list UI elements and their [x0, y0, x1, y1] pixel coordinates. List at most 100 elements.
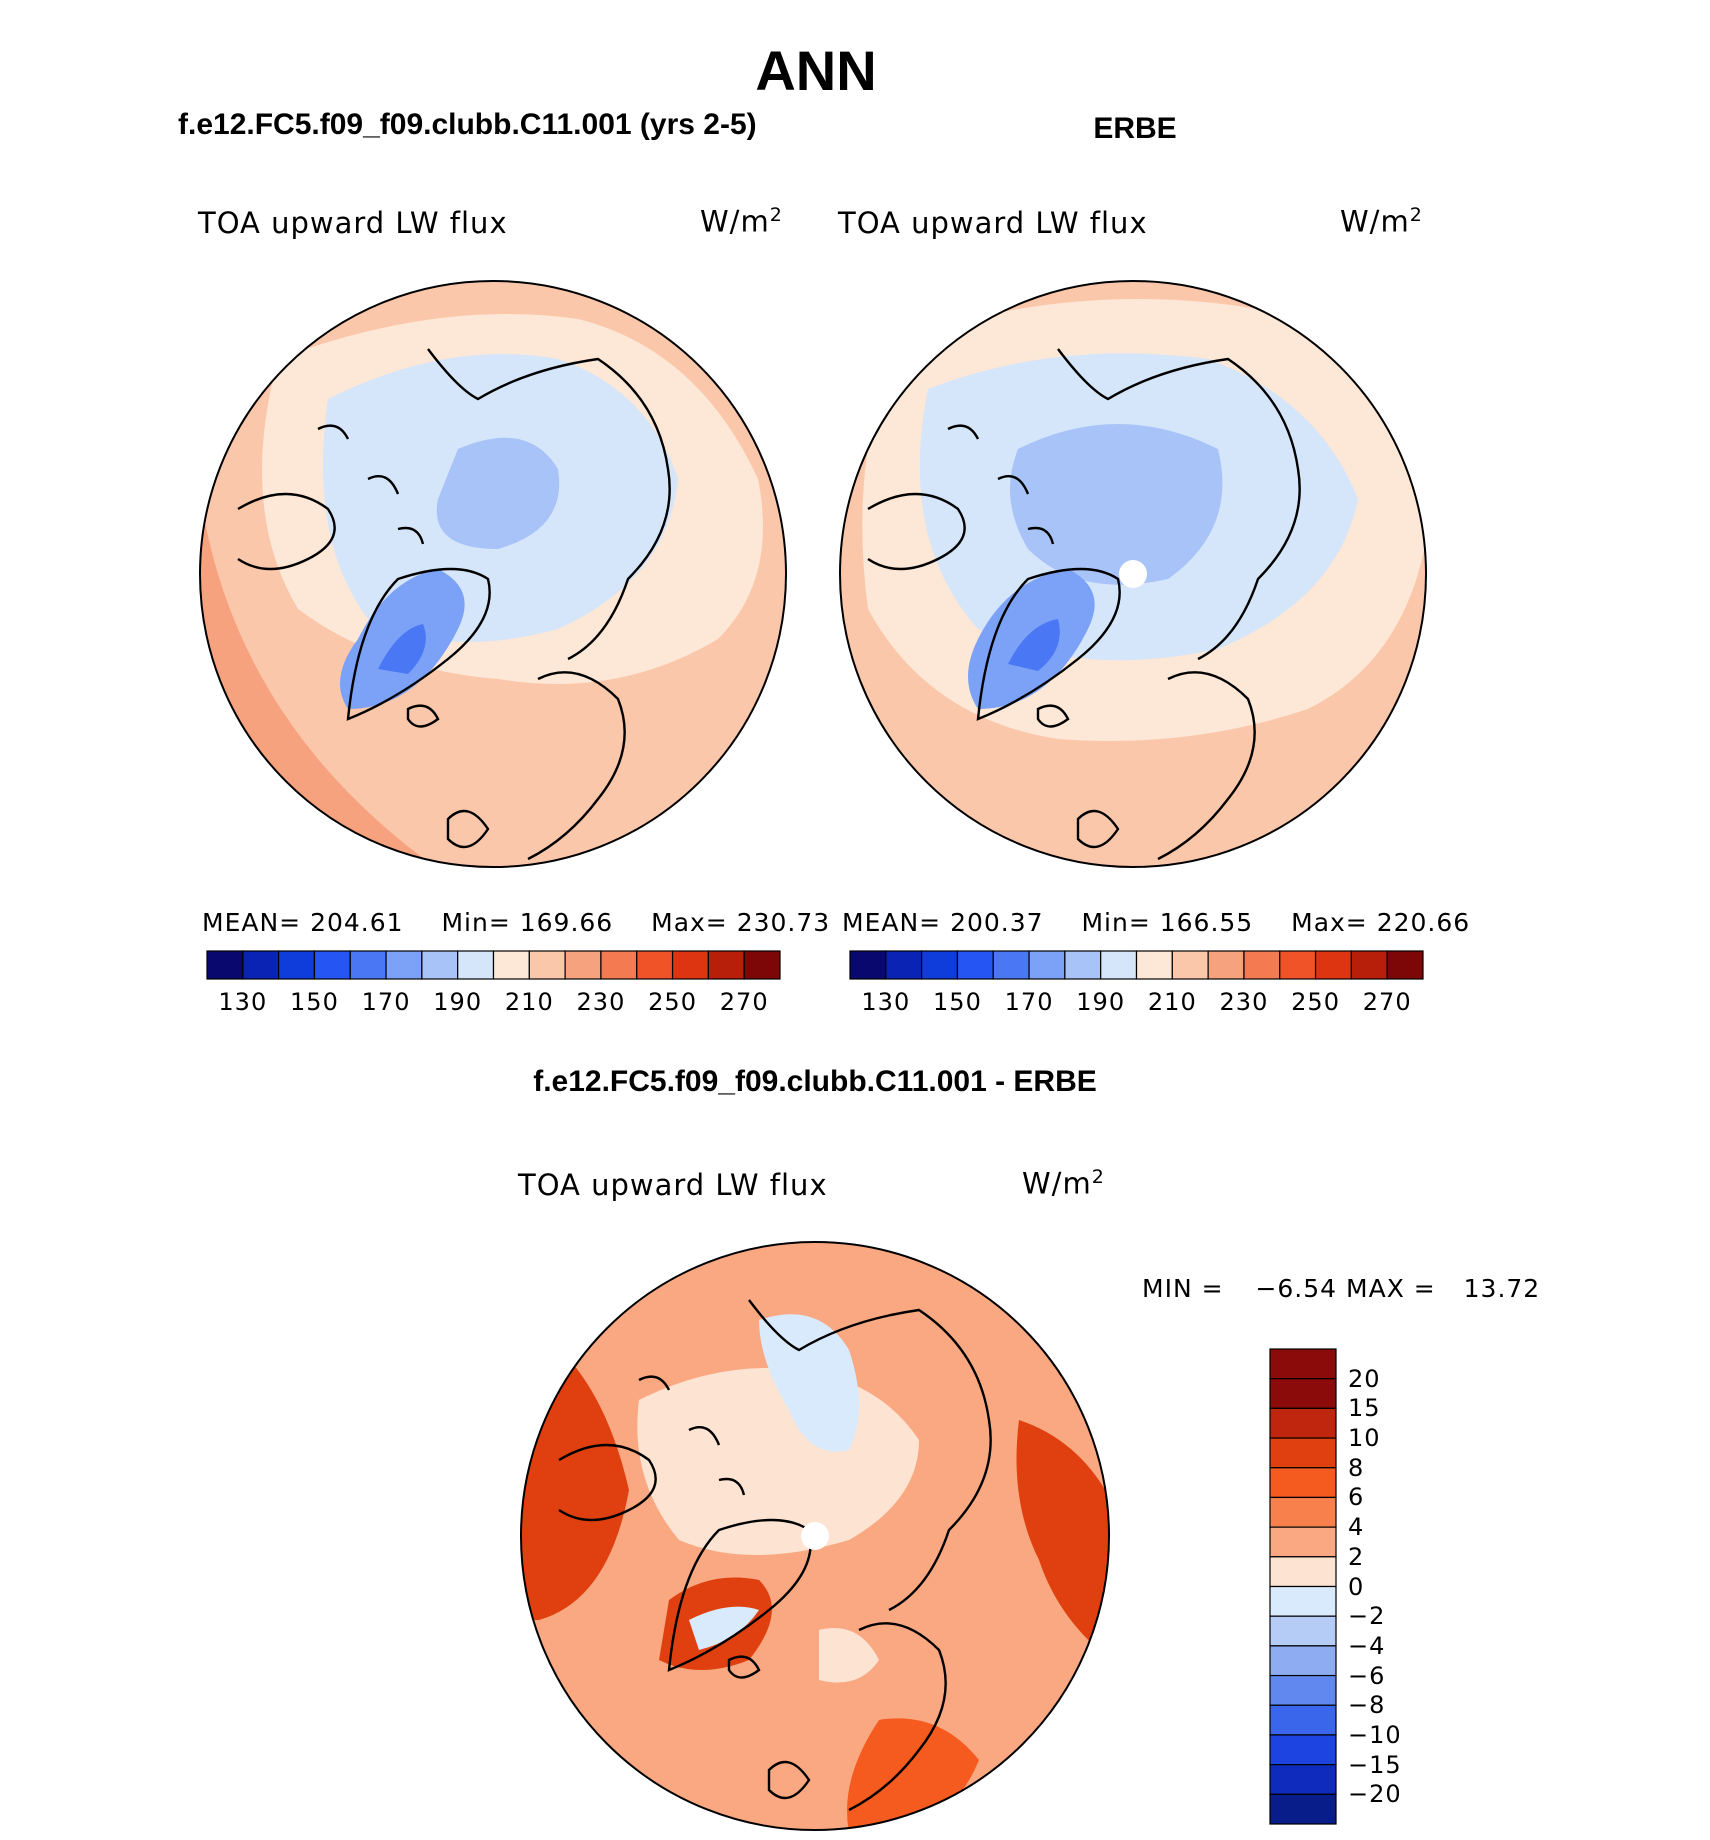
diff-colorbar-box [1269, 1645, 1337, 1677]
left-colorbar-box [242, 950, 280, 980]
right-unit-text: W/m [1340, 204, 1410, 239]
left-mean-value: 204.61 [310, 908, 404, 937]
diff-colorbar-box [1269, 1407, 1337, 1439]
right-colorbar-box [1100, 950, 1138, 980]
right-coastlines [867, 348, 1301, 861]
left-colorbar-box [278, 950, 316, 980]
left-colorbar-box [492, 950, 530, 980]
diff-colorbar-box [1269, 1496, 1337, 1528]
diff-colorbar-box [1269, 1348, 1337, 1380]
right-colorbar-box [1064, 950, 1102, 980]
left-colorbar-tick-label: 250 [648, 988, 697, 1016]
left-panel-title: f.e12.FC5.f09_f09.clubb.C11.001 (yrs 2-5… [178, 108, 757, 141]
right-colorbar-box [1350, 950, 1388, 980]
diff-colorbar-box [1269, 1674, 1337, 1706]
left-colorbar-box [528, 950, 566, 980]
diff-unit-text: W/m [1022, 1166, 1092, 1201]
right-colorbar-tick-label: 210 [1147, 988, 1197, 1016]
right-panel-title: ERBE [1093, 112, 1177, 145]
right-variable-label: TOA upward LW flux [838, 206, 1148, 240]
right-colorbar-box [1028, 950, 1066, 980]
diff-colorbar-box [1269, 1615, 1337, 1647]
left-stats: MEAN= 204.61 Min= 169.66 Max= 230.73 [202, 908, 830, 937]
right-unit-exp: 2 [1409, 204, 1423, 226]
left-colorbar-box [671, 950, 709, 980]
left-colorbar-box [743, 950, 781, 980]
right-colorbar-box [1171, 950, 1209, 980]
right-colorbar-box [1243, 950, 1281, 980]
right-map-pole-hole [1119, 560, 1147, 588]
right-colorbar-tick-label: 230 [1219, 988, 1269, 1016]
right-colorbar-box [1207, 950, 1245, 980]
diff-colorbar-box [1269, 1467, 1337, 1499]
right-mean-value: 200.37 [950, 908, 1044, 937]
left-colorbar-box [636, 950, 674, 980]
diff-max-value: 13.72 [1463, 1274, 1541, 1303]
right-map-field-cold [1010, 424, 1223, 585]
right-map-field-greenland-core [1008, 619, 1060, 671]
right-unit-label: W/m2 [1340, 204, 1423, 239]
diff-colorbar [1269, 1348, 1337, 1825]
diff-colorbar-tick-label: 20 [1348, 1364, 1381, 1393]
left-colorbar-tick-label: 130 [218, 988, 268, 1016]
diff-map-field-negative-arctic [759, 1314, 859, 1452]
left-min-label: Min= [441, 908, 511, 937]
left-colorbar [206, 950, 781, 980]
diff-colorbar-tick-label: 10 [1348, 1424, 1381, 1453]
diff-map-pole-hole [801, 1522, 829, 1550]
diff-colorbar-tick-label: −6 [1348, 1661, 1386, 1690]
left-min-value: 169.66 [519, 908, 614, 937]
diff-colorbar-tick-label: −10 [1348, 1720, 1402, 1749]
left-colorbar-box [385, 950, 423, 980]
right-colorbar [849, 950, 1424, 980]
left-colorbar-tick-label: 210 [504, 988, 554, 1016]
left-polar-map [199, 280, 787, 868]
figure-title: ANN [755, 39, 877, 102]
left-colorbar-ticks: 130 150 170 190 210 230 250 270 [206, 988, 781, 1018]
diff-max-label: MAX = [1346, 1274, 1436, 1303]
diff-colorbar-tick-label: 8 [1348, 1453, 1365, 1482]
left-unit-label: W/m2 [700, 204, 783, 239]
left-colorbar-box [313, 950, 351, 980]
diff-colorbar-box [1269, 1526, 1337, 1558]
diff-map-field-hot-east [1016, 1420, 1109, 1660]
diff-unit-label: W/m2 [1022, 1166, 1105, 1201]
diff-map-field-negative-greenland [689, 1606, 759, 1650]
right-colorbar-tick-label: 190 [1076, 988, 1126, 1016]
left-colorbar-tick-label: 190 [433, 988, 483, 1016]
left-mean-label: MEAN= [202, 908, 302, 937]
diff-colorbar-tick-label: 15 [1348, 1394, 1381, 1423]
left-map-field-greenland-core [378, 624, 426, 674]
diff-colorbar-tick-label: 6 [1348, 1483, 1365, 1512]
right-colorbar-box [1386, 950, 1424, 980]
diff-colorbar-box [1269, 1734, 1337, 1766]
right-min-label: Min= [1081, 908, 1151, 937]
diff-unit-exp: 2 [1091, 1166, 1105, 1188]
diff-colorbar-tick-label: −8 [1348, 1691, 1386, 1720]
diff-colorbar-box [1269, 1437, 1337, 1469]
diff-colorbar-tick-label: −15 [1348, 1750, 1402, 1779]
diff-colorbar-box [1269, 1704, 1337, 1736]
right-polar-map [839, 280, 1427, 868]
left-colorbar-tick-label: 270 [719, 988, 769, 1016]
diff-colorbar-ticks: 20 15 10 8 6 4 2 0 −2 −4 −6 −8 −10 −15 −20 [1348, 1348, 1408, 1825]
right-colorbar-box [1314, 950, 1352, 980]
left-map-field-cold [436, 437, 560, 549]
left-coastlines [237, 348, 671, 861]
right-colorbar-box [1279, 950, 1317, 980]
diff-polar-map [520, 1241, 1110, 1831]
left-colorbar-tick-label: 230 [576, 988, 626, 1016]
diff-min-label: MIN = [1142, 1274, 1224, 1303]
right-colorbar-box [992, 950, 1030, 980]
diff-colorbar-box [1269, 1378, 1337, 1409]
left-colorbar-box [707, 950, 745, 980]
right-max-value: 220.66 [1376, 908, 1471, 937]
left-colorbar-box [457, 950, 495, 980]
right-colorbar-tick-label: 150 [933, 988, 982, 1016]
right-max-label: Max= [1291, 908, 1368, 937]
diff-min-value: −6.54 [1255, 1274, 1338, 1303]
right-colorbar-tick-label: 250 [1291, 988, 1340, 1016]
diff-map-boundary [520, 1241, 1110, 1831]
right-map-boundary [839, 280, 1427, 868]
right-min-value: 166.55 [1159, 908, 1254, 937]
